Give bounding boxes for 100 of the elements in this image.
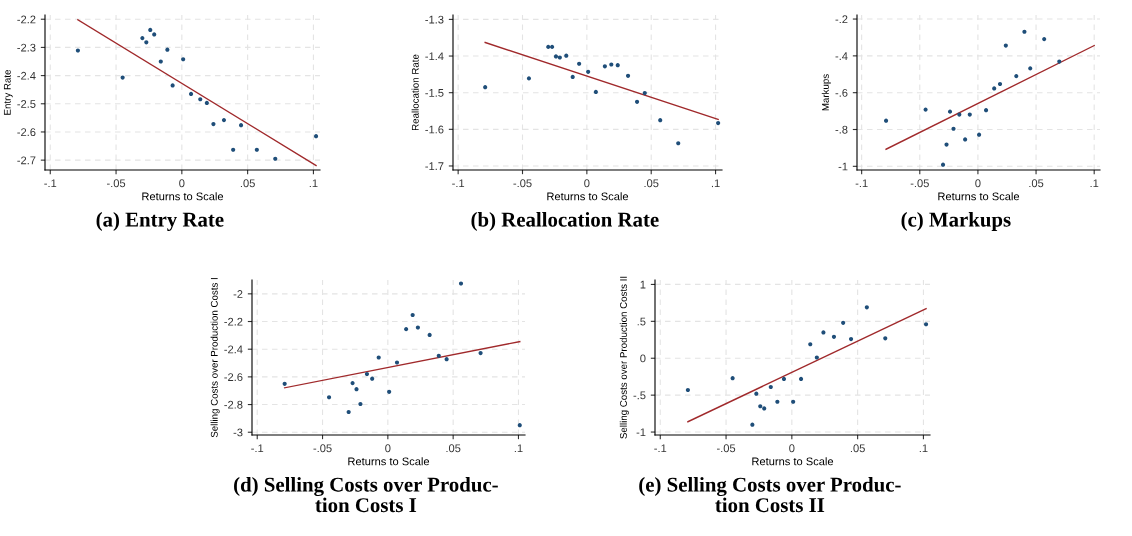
- x-tick-label: -.1: [44, 179, 57, 188]
- point: [642, 90, 647, 96]
- point: [144, 40, 149, 45]
- point: [526, 76, 532, 81]
- point: [609, 62, 614, 67]
- point: [282, 381, 287, 386]
- x-tick-label: -.1: [452, 179, 465, 188]
- point: [148, 27, 153, 33]
- point: [483, 85, 488, 90]
- x-tick-label: 0: [789, 444, 795, 453]
- point: [730, 376, 735, 381]
- point: [354, 387, 359, 392]
- y-tick-label: 0: [640, 354, 646, 363]
- point: [992, 86, 997, 91]
- point: [415, 325, 420, 330]
- y-tick-label: -1: [636, 428, 646, 437]
- point: [231, 147, 236, 152]
- x-tick-label: .1: [514, 444, 523, 453]
- y-tick-label: -3: [233, 428, 243, 437]
- x-tick-label: .05: [850, 444, 865, 453]
- point: [615, 63, 620, 68]
- point: [204, 100, 209, 106]
- point: [1003, 43, 1008, 48]
- point: [768, 384, 773, 390]
- point: [394, 360, 400, 365]
- point: [940, 162, 946, 167]
- point: [546, 44, 551, 49]
- y-tick-label: .5: [637, 317, 646, 326]
- point: [570, 74, 575, 80]
- point: [444, 357, 449, 362]
- point: [140, 36, 145, 41]
- point: [750, 422, 755, 427]
- y-tick-label: -2.3: [17, 43, 36, 52]
- x-tick-label: -.1: [251, 444, 264, 453]
- x-tick-label: -.05: [513, 179, 532, 188]
- y-tick-label: 1: [640, 280, 646, 289]
- point: [625, 73, 631, 78]
- point: [181, 57, 186, 62]
- point: [370, 376, 375, 381]
- point: [685, 387, 690, 393]
- x-tick-label: .1: [1090, 179, 1099, 188]
- point: [841, 320, 846, 325]
- point: [358, 401, 363, 407]
- y-tick-label: -1.7: [425, 162, 444, 170]
- point: [188, 91, 194, 96]
- x-tick-label: .05: [1029, 179, 1044, 188]
- y-tick-label: -2.4: [224, 345, 243, 354]
- point: [883, 336, 888, 341]
- x-tick-label: -.1: [654, 444, 667, 453]
- point: [1022, 29, 1027, 34]
- x-tick-label: 0: [385, 444, 391, 453]
- point: [211, 121, 216, 127]
- y-tick-label: -1.4: [425, 52, 444, 61]
- point: [238, 123, 244, 128]
- point: [198, 97, 203, 102]
- y-tick-label: -.4: [835, 52, 848, 60]
- point: [346, 409, 351, 415]
- point: [808, 342, 813, 347]
- x-tick-label: 0: [179, 179, 185, 188]
- text: (d) Selling Costs over Produc- tion Costs I: [234, 477, 498, 513]
- x-tick-label: -.05: [106, 179, 126, 188]
- point: [848, 336, 854, 342]
- point: [977, 132, 982, 137]
- y-tick-label: -2.2: [17, 15, 36, 24]
- y-tick-label: -2.7: [17, 156, 36, 165]
- y-tick-label: -2.5: [17, 100, 36, 108]
- y-tick-label: -1: [838, 162, 848, 171]
- point: [254, 147, 259, 152]
- point: [458, 281, 464, 286]
- point: [165, 47, 170, 52]
- point: [676, 141, 681, 146]
- point: [634, 99, 640, 104]
- x-tick-label: .05: [446, 444, 461, 453]
- y-tick-label: -1.6: [425, 125, 444, 134]
- point: [967, 112, 972, 117]
- point: [273, 156, 278, 161]
- point: [1028, 66, 1033, 71]
- point: [658, 118, 663, 123]
- point: [864, 305, 869, 310]
- y-tick-label: -.2: [835, 15, 848, 24]
- point: [602, 64, 607, 69]
- point: [791, 399, 796, 404]
- x-tick-label: -.05: [910, 179, 929, 188]
- point: [350, 381, 355, 386]
- point: [75, 48, 80, 53]
- point: [410, 312, 415, 318]
- point: [775, 399, 780, 404]
- point: [553, 54, 559, 59]
- point: [364, 371, 370, 377]
- x-tick-label: .05: [644, 179, 659, 188]
- point: [883, 118, 889, 123]
- text: (b) Reallocation Rate: [471, 212, 659, 231]
- text: (a) Entry Rate: [96, 212, 224, 231]
- point: [586, 69, 591, 74]
- point: [564, 53, 569, 58]
- y-tick-label: -1.5: [425, 89, 444, 97]
- text: (e) Selling Costs over Produc- tion Costs II: [639, 477, 901, 513]
- point: [1014, 74, 1019, 79]
- point: [957, 112, 962, 117]
- point: [983, 108, 989, 113]
